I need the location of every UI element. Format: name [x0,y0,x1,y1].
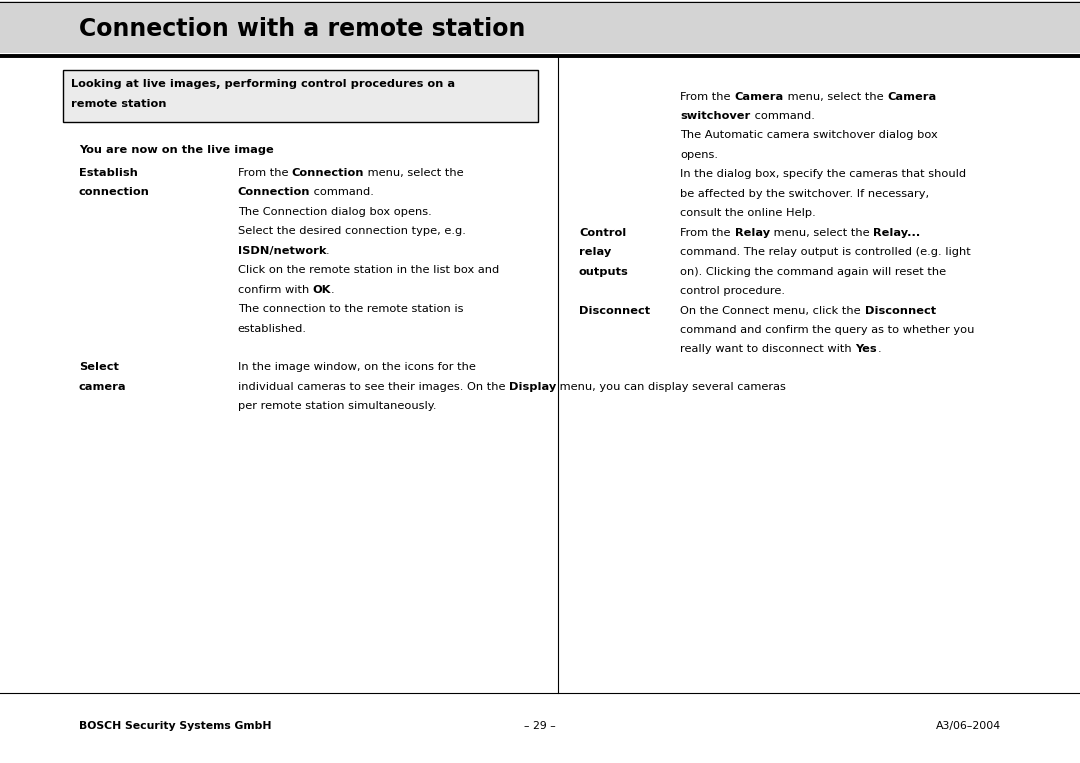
Text: individual cameras to see their images. On the: individual cameras to see their images. … [238,382,509,392]
Text: per remote station simultaneously.: per remote station simultaneously. [238,401,436,411]
Text: Disconnect: Disconnect [865,305,935,316]
Text: menu, select the: menu, select the [364,168,463,178]
Text: Camera: Camera [734,92,784,101]
FancyBboxPatch shape [0,4,1080,53]
Text: remote station: remote station [71,99,166,109]
Text: Camera: Camera [887,92,936,101]
Text: OK: OK [312,285,330,295]
Text: connection: connection [79,187,150,198]
Text: switchover: switchover [680,111,751,121]
Text: You are now on the live image: You are now on the live image [79,145,273,155]
Text: In the dialog box, specify the cameras that should: In the dialog box, specify the cameras t… [680,169,967,179]
Text: Control: Control [579,227,626,238]
Text: command.: command. [751,111,814,121]
Text: control procedure.: control procedure. [680,286,785,296]
Text: Select: Select [79,362,119,372]
Text: consult the online Help.: consult the online Help. [680,208,816,218]
Text: Connection: Connection [292,168,364,178]
Text: command. The relay output is controlled (e.g. light: command. The relay output is controlled … [680,247,971,257]
Text: The connection to the remote station is: The connection to the remote station is [238,304,463,314]
Text: The Connection dialog box opens.: The Connection dialog box opens. [238,207,431,217]
Text: be affected by the switchover. If necessary,: be affected by the switchover. If necess… [680,188,930,199]
Text: really want to disconnect with: really want to disconnect with [680,344,855,355]
Text: relay: relay [579,247,611,257]
Text: menu, you can display several cameras: menu, you can display several cameras [556,382,786,392]
FancyBboxPatch shape [63,70,538,122]
Text: Connection with a remote station: Connection with a remote station [79,17,525,41]
Text: A3/06–2004: A3/06–2004 [936,721,1001,732]
Text: On the Connect menu, click the: On the Connect menu, click the [680,305,865,316]
Text: Relay: Relay [734,227,770,238]
Text: menu, select the: menu, select the [770,227,873,238]
Text: .: . [326,246,329,256]
Text: From the: From the [680,227,734,238]
Text: From the: From the [238,168,292,178]
Text: .: . [330,285,335,295]
Text: command and confirm the query as to whether you: command and confirm the query as to whet… [680,325,975,335]
Text: Establish: Establish [79,168,138,178]
Text: ISDN/network: ISDN/network [238,246,326,256]
Text: Looking at live images, performing control procedures on a: Looking at live images, performing contr… [71,79,456,89]
Text: .: . [877,344,881,355]
Text: – 29 –: – 29 – [524,721,556,732]
Text: confirm with: confirm with [238,285,312,295]
Text: Display: Display [509,382,556,392]
Text: camera: camera [79,382,126,392]
Text: Connection: Connection [238,187,310,198]
Text: established.: established. [238,324,307,333]
Text: Relay...: Relay... [873,227,920,238]
Text: outputs: outputs [579,267,629,277]
Text: Select the desired connection type, e.g.: Select the desired connection type, e.g. [238,226,465,237]
Text: Yes: Yes [855,344,877,355]
Text: Click on the remote station in the list box and: Click on the remote station in the list … [238,265,499,275]
Text: command.: command. [310,187,374,198]
Text: opens.: opens. [680,150,718,160]
Text: menu, select the: menu, select the [784,92,887,101]
Text: The Automatic camera switchover dialog box: The Automatic camera switchover dialog b… [680,130,939,140]
Text: In the image window, on the icons for the: In the image window, on the icons for th… [238,362,475,372]
Text: Disconnect: Disconnect [579,305,650,316]
Text: From the: From the [680,92,734,101]
Text: on). Clicking the command again will reset the: on). Clicking the command again will res… [680,266,946,277]
Text: BOSCH Security Systems GmbH: BOSCH Security Systems GmbH [79,721,271,732]
